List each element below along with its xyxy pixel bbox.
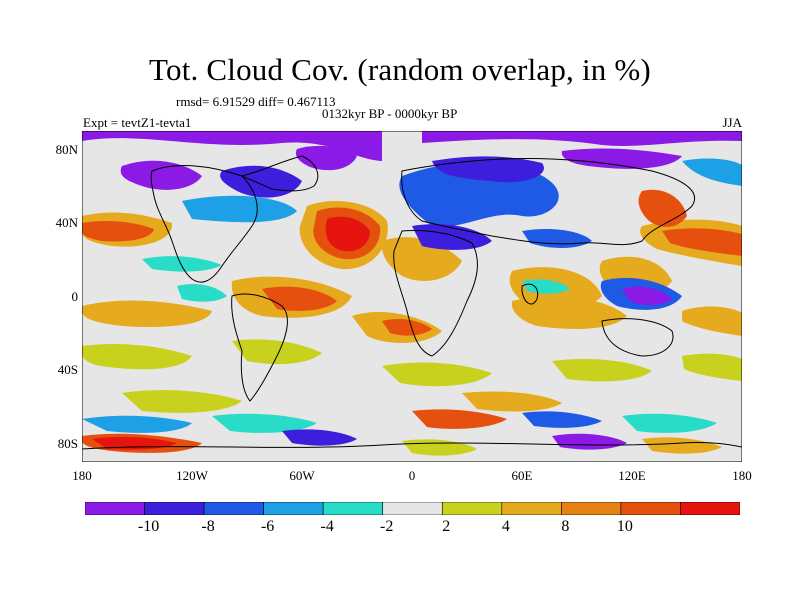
colorbar-tick-label: 4: [501, 518, 510, 535]
colorbar-swatch: [263, 502, 324, 515]
lon-label-180e: 180: [732, 468, 752, 483]
colorbar-tick-label: 10: [616, 518, 633, 535]
colorbar-swatch: [501, 502, 562, 515]
tropical-negative-region: [177, 277, 682, 310]
colorbar-tick-label: -8: [201, 518, 215, 535]
lat-label-40s: 40S: [57, 362, 78, 377]
colorbar-swatch: [441, 502, 503, 515]
lat-label-eq: 0: [71, 289, 79, 304]
lat-label-80n: 80N: [55, 142, 78, 157]
experiment-label: Expt = tevtZ1-tevta1: [83, 115, 192, 130]
lon-label-120w: 120W: [176, 468, 208, 483]
lon-label-60w: 60W: [289, 468, 315, 483]
coastlines: [82, 155, 742, 450]
colorbar-swatch: [680, 502, 740, 515]
colorbar-swatch: [144, 502, 205, 515]
lon-label-60e: 60E: [511, 468, 533, 483]
tropical-positive-region: [82, 276, 742, 343]
colorbar-tick-label: -10: [137, 518, 160, 535]
colorbar-swatch: [322, 502, 384, 515]
lat-label-40n: 40N: [55, 215, 78, 230]
colorbar-swatch: [561, 502, 622, 515]
southern-yellow-bands: [82, 339, 742, 413]
plot-title: Tot. Cloud Cov. (random overlap, in %): [149, 52, 651, 87]
lon-label-180w: 180: [72, 468, 92, 483]
rmsd-diff-stats: rmsd= 6.91529 diff= 0.467113: [176, 94, 336, 109]
colorbar-tick-label: -4: [320, 518, 334, 535]
north-atlantic-positive-region: [299, 201, 388, 270]
cloud-cover-difference-map: [82, 131, 742, 462]
lat-label-80s: 80S: [57, 436, 78, 451]
lon-label-120e: 120E: [618, 468, 646, 483]
time-period-label: 0132kyr BP - 0000kyr BP: [322, 106, 458, 121]
colorbar-swatch: [620, 502, 681, 515]
colorbar-tick-label: 2: [442, 518, 451, 535]
colorbar-swatch: [85, 502, 145, 515]
colorbar-tick-label: -2: [380, 518, 394, 535]
colorbar: [85, 502, 740, 515]
arctic-negative-region: [82, 131, 742, 227]
colorbar-tick-label: 8: [561, 518, 570, 535]
colorbar-swatch: [203, 502, 264, 515]
colorbar-swatch: [382, 502, 443, 515]
season-label: JJA: [722, 115, 742, 130]
lon-label-0: 0: [408, 468, 416, 483]
colorbar-tick-label: -6: [260, 518, 275, 535]
